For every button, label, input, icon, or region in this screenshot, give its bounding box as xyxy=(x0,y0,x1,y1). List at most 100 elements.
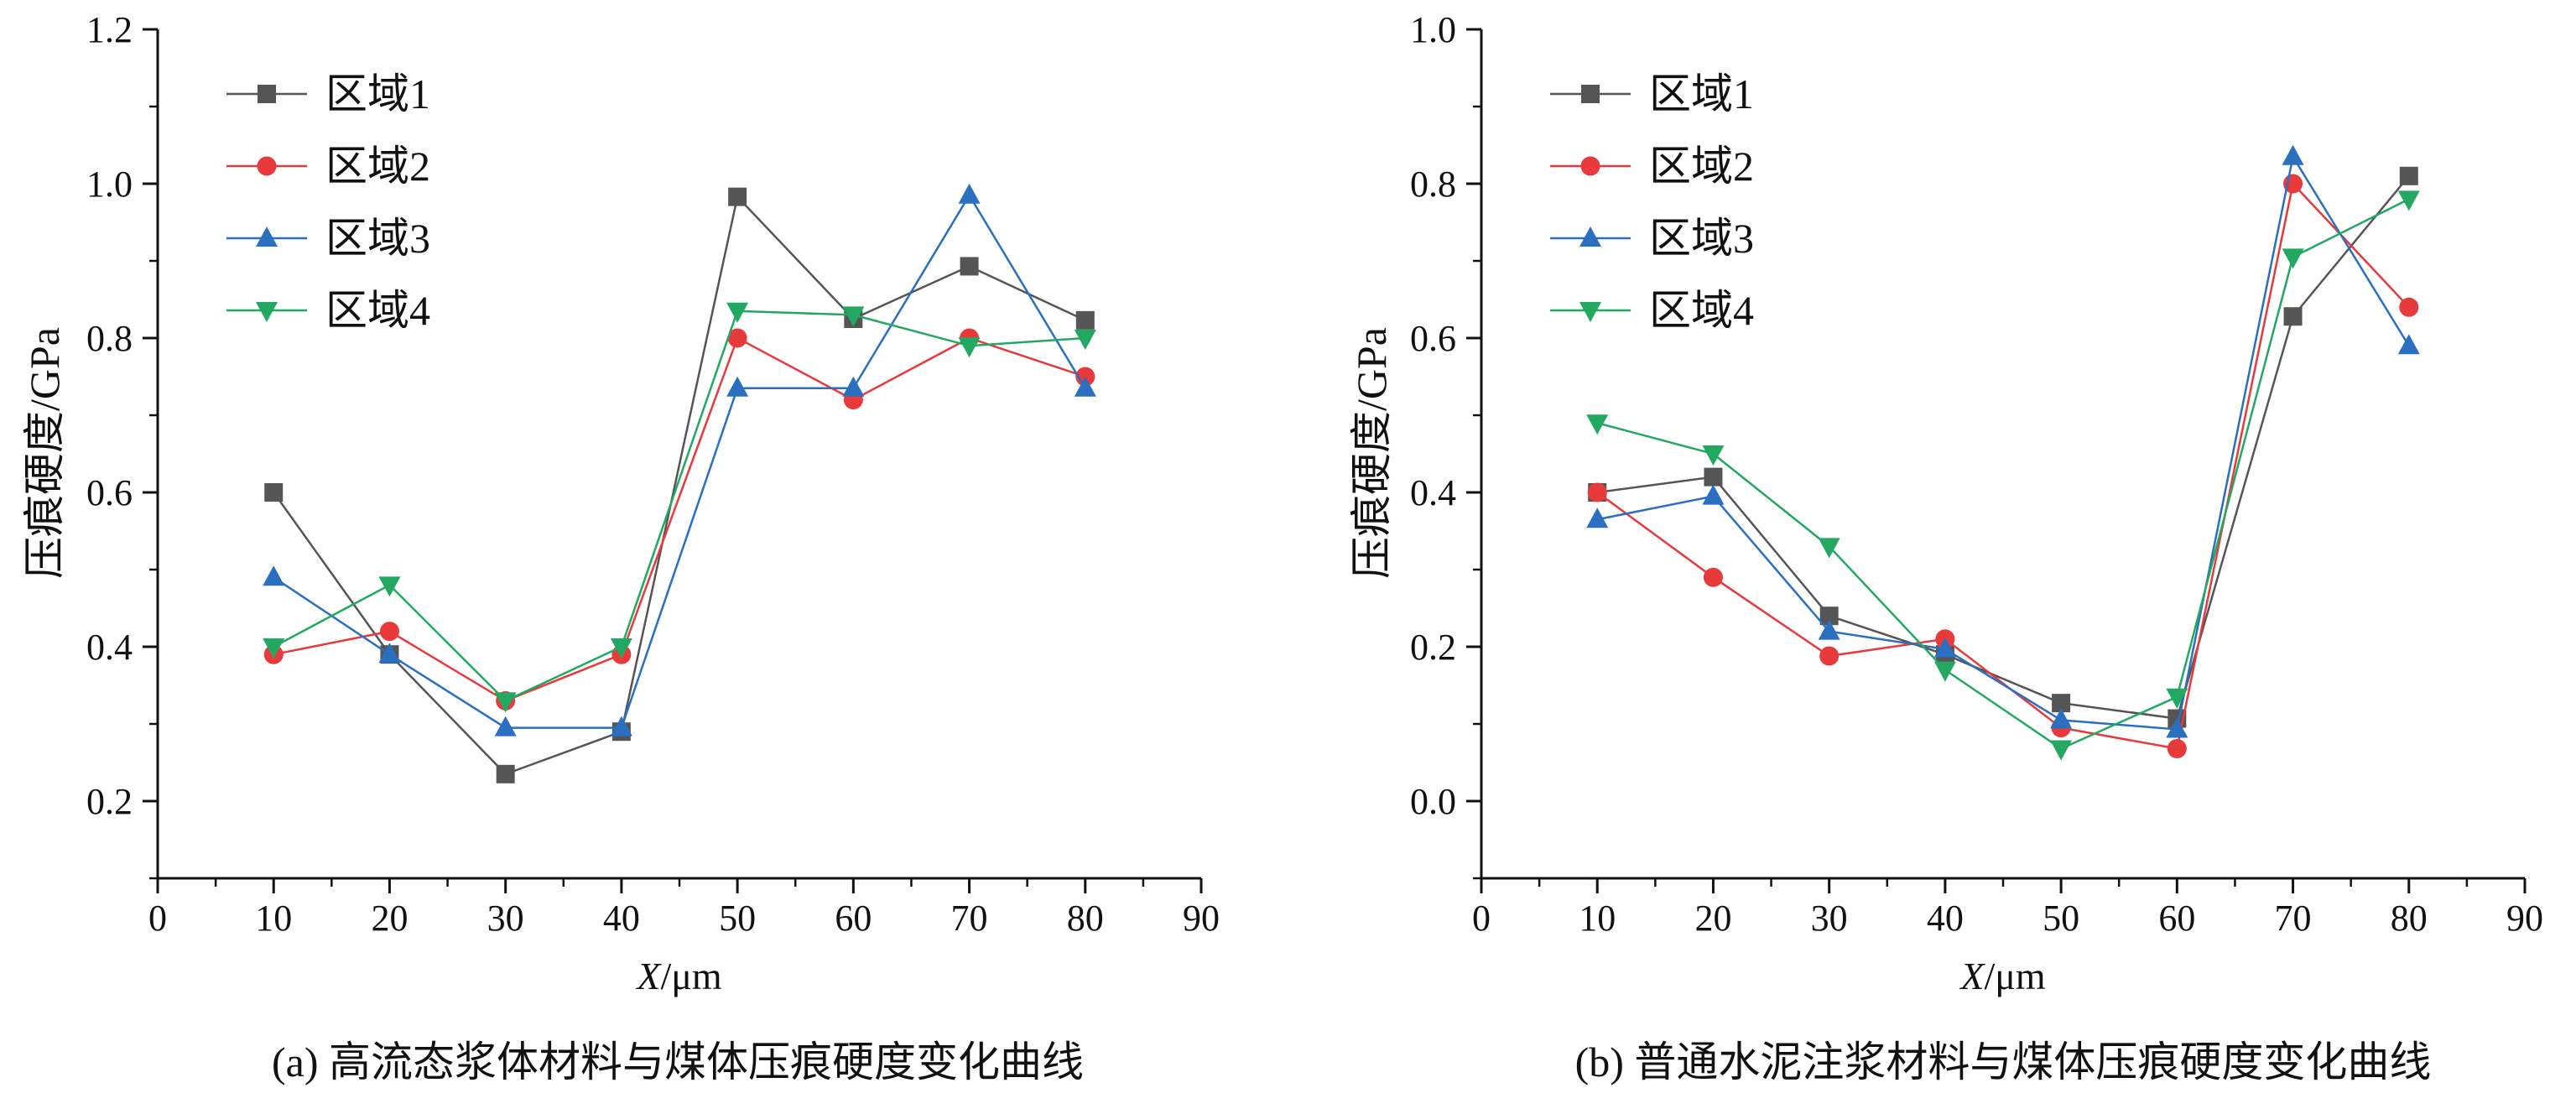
chart-panel-a: 0 10 20 30 40 50 60 70 80 90 0.2 0.4 0.6 0.8 1.0 1.2 压痕硬… xyxy=(21,9,1220,1085)
x-tick-label: 0 xyxy=(148,898,167,939)
y-tick-label: 1.0 xyxy=(1410,9,1456,50)
series-line-3 xyxy=(273,193,1086,729)
series-2-point xyxy=(379,622,399,642)
x-tick-label: 20 xyxy=(371,898,408,939)
legend-label-1: 区域1 xyxy=(1649,70,1754,117)
series-3-point xyxy=(1074,376,1096,397)
series-1-point xyxy=(264,483,284,502)
y-tick-label: 0.6 xyxy=(1410,318,1456,359)
series-4-point xyxy=(610,638,632,659)
series-3-point xyxy=(2282,144,2304,165)
series-3-point xyxy=(726,376,749,397)
series-line-1 xyxy=(1597,175,2410,720)
series-4-point xyxy=(2166,688,2188,709)
series-4-point xyxy=(726,302,749,323)
series-2-point xyxy=(1703,567,1723,587)
x-axis-label: X/μm xyxy=(1959,955,2046,997)
series-1-point xyxy=(496,764,515,783)
series-4-point xyxy=(263,638,285,659)
series-3-point xyxy=(1818,619,1840,640)
x-tick-label: 90 xyxy=(1183,898,1220,939)
series-4-point xyxy=(1586,414,1609,435)
series-1-point xyxy=(2052,694,2071,713)
series-line-3 xyxy=(1596,154,2410,731)
series-3-point xyxy=(494,716,517,737)
series-4-point xyxy=(1933,661,1956,682)
x-tick-label: 10 xyxy=(1579,898,1616,939)
x-axis-label: X/μm xyxy=(635,955,722,997)
x-tick-label: 50 xyxy=(2043,898,2079,939)
legend-marker-4 xyxy=(1579,302,1601,322)
x-tick-label: 50 xyxy=(719,898,756,939)
series-3-point xyxy=(2397,334,2420,355)
series-4-point xyxy=(494,692,517,713)
series-2-point xyxy=(2399,297,2419,317)
series-4-point xyxy=(958,337,981,358)
x-axis-label-unit: /μm xyxy=(1984,955,2045,997)
y-tick-label: 1.0 xyxy=(86,164,133,205)
legend-marker-1 xyxy=(1581,85,1600,103)
legend-label-4: 区域4 xyxy=(325,287,430,334)
legend-label-3: 区域3 xyxy=(325,215,430,262)
series-2-point xyxy=(2167,738,2187,758)
series-3-point xyxy=(2050,708,2073,729)
y-tick-label: 0.4 xyxy=(86,627,133,668)
x-axis-label-unit: /μm xyxy=(660,955,721,997)
series-line-2 xyxy=(273,336,1086,702)
x-tick-label: 90 xyxy=(2506,898,2543,939)
legend-label-4: 区域4 xyxy=(1649,287,1754,334)
x-tick-label: 40 xyxy=(603,898,640,939)
legend-marker-2 xyxy=(1580,156,1600,176)
y-tick-label: 0.6 xyxy=(86,472,133,513)
series-line-4 xyxy=(273,310,1085,702)
legend-marker-3 xyxy=(1579,226,1601,247)
legend-label-2: 区域2 xyxy=(1649,143,1754,190)
series-line-4 xyxy=(1596,198,2410,750)
series-3-point xyxy=(1586,508,1609,528)
legend-label-2: 区域2 xyxy=(325,143,430,190)
series-3-point xyxy=(610,716,632,737)
series-4-point xyxy=(1074,330,1096,350)
x-tick-label: 60 xyxy=(835,898,872,939)
x-axis-label-var: X xyxy=(635,955,662,997)
y-axis-label: 压痕硬度/GPa xyxy=(21,327,68,579)
series-4-point xyxy=(2282,248,2304,269)
series-1-point xyxy=(2283,307,2303,326)
series-4-point xyxy=(2050,740,2073,761)
legend-label-3: 区域3 xyxy=(1649,215,1754,262)
series-1-point xyxy=(1819,606,1839,626)
series-4-point xyxy=(1702,445,1725,466)
x-tick-label: 20 xyxy=(1694,898,1731,939)
x-tick-label: 30 xyxy=(1811,898,1848,939)
y-tick-label: 0.4 xyxy=(1410,472,1456,513)
y-tick-label: 1.2 xyxy=(86,9,133,50)
x-tick-label: 10 xyxy=(255,898,292,939)
series-1-point xyxy=(728,187,747,206)
x-tick-label: 80 xyxy=(2391,898,2428,939)
series-4-point xyxy=(2397,190,2420,211)
series-3-point xyxy=(958,183,981,204)
legend-label-1: 区域1 xyxy=(325,70,430,117)
series-line-1 xyxy=(273,195,1086,776)
series-3-point xyxy=(1933,637,1956,658)
series-4-point xyxy=(1818,538,1840,559)
figure-caption: (b) 普通水泥注浆材料与煤体压痕硬度变化曲线 xyxy=(1575,1039,2432,1085)
x-tick-label: 70 xyxy=(2275,898,2312,939)
x-tick-label: 70 xyxy=(951,898,988,939)
y-tick-label: 0.8 xyxy=(1410,164,1456,205)
y-tick-label: 0.0 xyxy=(1410,781,1456,822)
legend-marker-3 xyxy=(256,226,278,247)
series-2-point xyxy=(727,328,747,348)
x-tick-label: 30 xyxy=(487,898,524,939)
legend-marker-2 xyxy=(257,156,277,176)
legend: 区域1 区域2 区域3 区域4 xyxy=(1550,70,1754,334)
series-2-point xyxy=(1587,482,1607,502)
y-tick-label: 0.2 xyxy=(1410,627,1456,668)
chart-panel-b: 0 10 20 30 40 50 60 70 80 90 0.0 0.2 0.4 0.6 0.8 1.0 压痕硬… xyxy=(1348,9,2543,1085)
series-3-point xyxy=(1702,484,1725,505)
series-3-point xyxy=(263,565,285,586)
series-2-point xyxy=(1819,646,1840,666)
x-tick-label: 60 xyxy=(2158,898,2195,939)
x-axis-label-var: X xyxy=(1959,955,1985,997)
series-4-point xyxy=(378,576,401,597)
